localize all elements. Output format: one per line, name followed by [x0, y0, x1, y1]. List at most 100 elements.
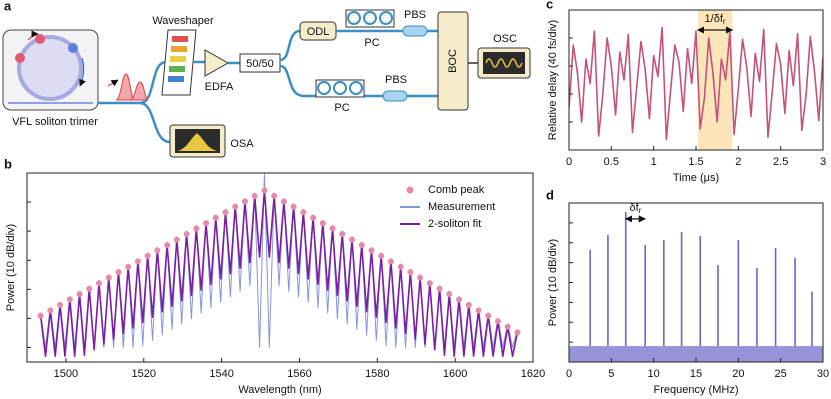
y-axis-label: Power (10 dB/div): [547, 239, 559, 326]
marker: [76, 290, 83, 297]
coupler: [239, 53, 281, 73]
marker: [193, 225, 200, 232]
pbs: [402, 25, 428, 37]
annotation: δfr: [630, 202, 642, 215]
marker: [115, 269, 122, 276]
x-tick-label: 1600: [443, 368, 467, 380]
marker: [475, 307, 482, 314]
annotation-text: 1/δf: [705, 13, 724, 25]
x-tick-label: 15: [690, 368, 702, 380]
marker: [86, 285, 93, 292]
label: VFL soliton trimer: [12, 116, 98, 128]
panel-label: a: [4, 0, 12, 13]
marker: [426, 280, 433, 287]
marker: [397, 263, 404, 270]
marker: [105, 274, 112, 281]
x-tick-label: 1: [651, 156, 657, 168]
x-axis-label: Wavelength (nm): [238, 384, 321, 396]
legend-label: Measurement: [428, 201, 495, 213]
arrow: [79, 57, 86, 87]
marker: [251, 192, 258, 199]
annotation-subscript: r: [723, 17, 726, 26]
arrow: [107, 79, 119, 87]
marker: [436, 285, 443, 292]
noise-floor: [569, 346, 823, 362]
x-tick-label: 2: [735, 156, 741, 168]
marker: [232, 203, 239, 210]
label: PBS: [385, 74, 407, 86]
plot-frame: [26, 172, 534, 363]
x-tick-label: 2.5: [773, 156, 788, 168]
marker: [212, 214, 219, 221]
x-axis-label: Time (μs): [673, 172, 719, 184]
line: [39, 189, 519, 357]
x-tick-label: 1500: [54, 368, 78, 380]
marker: [310, 214, 317, 221]
arrow: [27, 30, 39, 41]
marker: [37, 312, 44, 319]
marker: [407, 269, 414, 276]
marker: [504, 323, 511, 330]
plot-area: [569, 10, 823, 150]
marker: [494, 318, 501, 325]
fiber: [279, 64, 438, 98]
trace: [485, 58, 523, 68]
marker: [368, 247, 375, 254]
panel-label: c: [546, 0, 553, 11]
panel-label: d: [546, 187, 554, 202]
polarization-controller: [345, 9, 395, 28]
marker: [57, 302, 64, 309]
marker: [96, 280, 103, 287]
marker: [339, 231, 346, 238]
plot-frame: [568, 202, 824, 363]
marker: [47, 307, 54, 314]
marker: [125, 263, 132, 270]
soliton: [15, 53, 25, 63]
pulse: [129, 81, 149, 101]
marker: [290, 203, 297, 210]
legend-label: 2-soliton fit: [428, 218, 481, 230]
spectral-slice: [168, 76, 184, 82]
marker: [164, 242, 171, 249]
marker: [387, 258, 394, 265]
x-tick-label: 1520: [132, 368, 156, 380]
marker: [319, 220, 326, 227]
x-tick-label: 1560: [287, 368, 311, 380]
fiber: [139, 60, 167, 105]
label: PBS: [404, 9, 426, 21]
x-tick-label: 20: [732, 368, 744, 380]
spectral-slice: [170, 56, 186, 62]
pbs: [382, 90, 408, 102]
marker: [144, 252, 151, 259]
x-tick-label: 0: [566, 368, 572, 380]
x-tick-label: 1580: [365, 368, 389, 380]
marker: [173, 236, 180, 243]
highlight: [697, 10, 733, 150]
x-axis-label: Frequency (MHz): [654, 384, 739, 396]
label: OSC: [493, 33, 517, 45]
marker: [300, 209, 307, 216]
spectral-slice: [171, 46, 187, 52]
x-tick-label: 25: [775, 368, 787, 380]
annotation-subscript: r: [639, 206, 642, 215]
line: [569, 26, 823, 141]
marker: [271, 192, 278, 199]
resonator: [17, 35, 83, 101]
marker: [280, 198, 287, 205]
pulse: [115, 73, 135, 101]
marker: [66, 296, 73, 303]
marker: [241, 198, 248, 205]
plot-area: [569, 211, 823, 362]
marker: [154, 247, 161, 254]
legend-label: Comb peak: [428, 184, 485, 196]
legend-marker: [406, 186, 414, 194]
label: OSA: [230, 138, 254, 150]
marker: [134, 258, 141, 265]
label: Waveshaper: [152, 15, 214, 27]
x-tick-label: 30: [817, 368, 829, 380]
boc: [437, 11, 469, 111]
label: EDFA: [205, 81, 234, 93]
marker: [329, 225, 336, 232]
